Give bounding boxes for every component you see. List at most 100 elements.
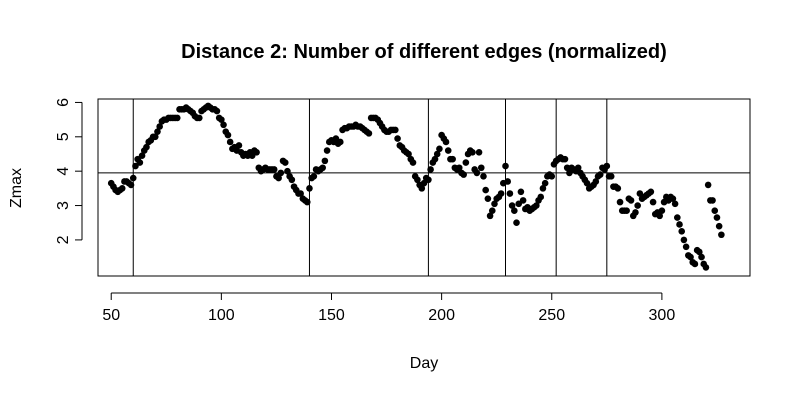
x-tick-label: 250 bbox=[538, 307, 565, 324]
data-point bbox=[649, 198, 657, 206]
data-point bbox=[607, 173, 615, 180]
data-point bbox=[704, 181, 712, 189]
data-point bbox=[506, 190, 514, 197]
data-point bbox=[218, 116, 225, 123]
x-tick-label: 300 bbox=[649, 307, 676, 324]
data-point bbox=[517, 188, 525, 196]
data-point bbox=[680, 236, 688, 244]
data-point bbox=[627, 197, 635, 204]
data-point bbox=[698, 253, 705, 261]
data-point bbox=[284, 167, 291, 175]
data-point bbox=[319, 164, 326, 172]
data-point bbox=[455, 164, 463, 172]
y-axis: 2 3 4 5 6 bbox=[55, 98, 83, 244]
data-point bbox=[270, 166, 278, 173]
data-point bbox=[235, 142, 243, 149]
data-point bbox=[151, 133, 159, 141]
data-point bbox=[674, 214, 681, 221]
data-point bbox=[632, 209, 639, 216]
data-point bbox=[592, 178, 600, 185]
data-point bbox=[616, 198, 624, 206]
data-point bbox=[671, 200, 679, 208]
data-point bbox=[460, 171, 467, 178]
data-point bbox=[431, 155, 439, 163]
data-point bbox=[718, 231, 725, 239]
data-point bbox=[449, 155, 456, 163]
data-point bbox=[539, 185, 547, 192]
data-point bbox=[537, 193, 545, 201]
data-point bbox=[436, 145, 443, 153]
data-point bbox=[226, 138, 234, 146]
data-point bbox=[504, 178, 512, 185]
data-point bbox=[596, 171, 604, 178]
data-point bbox=[425, 176, 432, 184]
data-point bbox=[614, 185, 622, 192]
data-point bbox=[533, 202, 540, 209]
data-point bbox=[702, 264, 710, 271]
data-point bbox=[473, 169, 481, 177]
data-point bbox=[392, 126, 399, 134]
data-point bbox=[676, 221, 683, 228]
data-point bbox=[118, 185, 126, 192]
data-point bbox=[275, 174, 282, 182]
data-point bbox=[394, 135, 401, 142]
data-point bbox=[709, 197, 716, 204]
data-point bbox=[433, 150, 441, 158]
x-tick-label: 50 bbox=[102, 307, 120, 324]
data-point bbox=[574, 164, 582, 172]
data-point bbox=[427, 166, 434, 173]
data-point bbox=[220, 121, 227, 129]
y-axis-label: Zmax bbox=[8, 168, 25, 208]
data-point bbox=[288, 176, 296, 184]
data-point bbox=[488, 207, 496, 214]
data-point bbox=[321, 157, 329, 165]
data-point bbox=[469, 148, 476, 156]
data-point bbox=[634, 202, 641, 209]
chart-title: Distance 2: Number of different edges (n… bbox=[181, 41, 667, 63]
data-point bbox=[477, 164, 485, 172]
data-point bbox=[418, 185, 426, 192]
data-point bbox=[482, 186, 489, 194]
data-point bbox=[502, 162, 509, 170]
data-point bbox=[281, 159, 289, 166]
data-point bbox=[462, 159, 470, 166]
data-point bbox=[519, 197, 527, 204]
data-point bbox=[442, 138, 450, 146]
data-point bbox=[444, 147, 452, 154]
data-point bbox=[658, 207, 666, 214]
data-point bbox=[687, 253, 694, 261]
data-point bbox=[127, 181, 135, 189]
data-point bbox=[480, 173, 487, 180]
data-point bbox=[129, 174, 137, 182]
data-point bbox=[603, 162, 611, 170]
data-point bbox=[682, 243, 690, 251]
x-tick-label: 100 bbox=[208, 307, 235, 324]
data-point bbox=[224, 131, 232, 139]
data-point bbox=[365, 130, 373, 137]
x-axis: 50 100 150 200 250 300 bbox=[102, 292, 676, 324]
data-point bbox=[647, 188, 655, 196]
data-point bbox=[297, 190, 304, 197]
data-point bbox=[561, 155, 569, 163]
data-point bbox=[678, 228, 686, 235]
data-point bbox=[143, 143, 150, 151]
data-point bbox=[541, 179, 549, 187]
y-tick-label: 5 bbox=[55, 132, 72, 141]
plot-frame bbox=[97, 98, 751, 277]
data-point bbox=[691, 260, 699, 268]
y-tick-label: 4 bbox=[55, 167, 72, 176]
data-point bbox=[213, 107, 221, 115]
data-point bbox=[156, 123, 163, 130]
data-point bbox=[475, 148, 483, 156]
data-point bbox=[414, 176, 421, 184]
data-point bbox=[715, 222, 723, 230]
data-point bbox=[409, 159, 417, 166]
data-point bbox=[136, 159, 144, 166]
data-point bbox=[669, 195, 677, 202]
data-point bbox=[511, 207, 518, 214]
data-point bbox=[513, 219, 520, 227]
data-point bbox=[491, 200, 498, 208]
x-tick-label: 200 bbox=[428, 307, 455, 324]
data-point bbox=[711, 207, 719, 214]
